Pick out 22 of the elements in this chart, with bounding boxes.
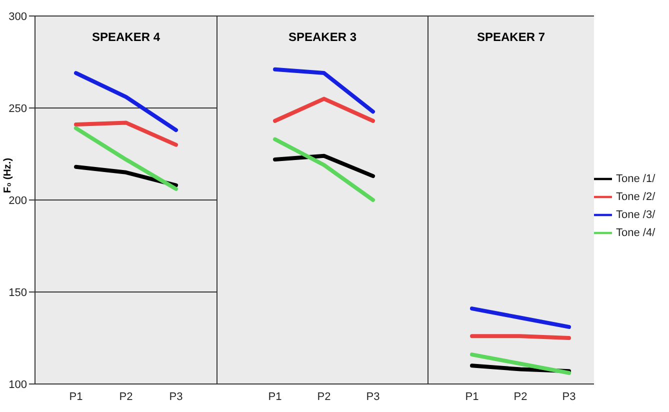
legend-label: Tone /1/	[616, 172, 656, 185]
x-tick-label: P3	[562, 390, 576, 403]
x-tick-label: P2	[119, 390, 133, 403]
x-tick-label: P3	[366, 390, 380, 403]
y-tick-label: 300	[8, 10, 27, 23]
y-tick-label: 200	[8, 194, 27, 207]
legend-label: Tone /3/	[616, 208, 656, 221]
x-tick-label: P1	[69, 390, 83, 403]
text: SPEAKER 4	[90, 30, 162, 44]
x-tick-label: P3	[169, 390, 183, 403]
legend-label: Tone /4/	[616, 226, 656, 239]
y-tick-label: 150	[8, 286, 27, 299]
x-tick-label: P2	[514, 390, 528, 403]
x-tick-label: P1	[465, 390, 479, 403]
x-tick-label: P2	[317, 390, 331, 403]
legend-label: Tone /2/	[616, 190, 656, 203]
y-tick-label: 100	[8, 378, 27, 391]
text: SPEAKER 3	[287, 30, 358, 44]
y-tick-label: 250	[8, 102, 27, 115]
text: SPEAKER 7	[476, 30, 546, 44]
y-axis-title: F₀ (Hz.)	[2, 158, 14, 194]
x-tick-label: P1	[268, 390, 282, 403]
